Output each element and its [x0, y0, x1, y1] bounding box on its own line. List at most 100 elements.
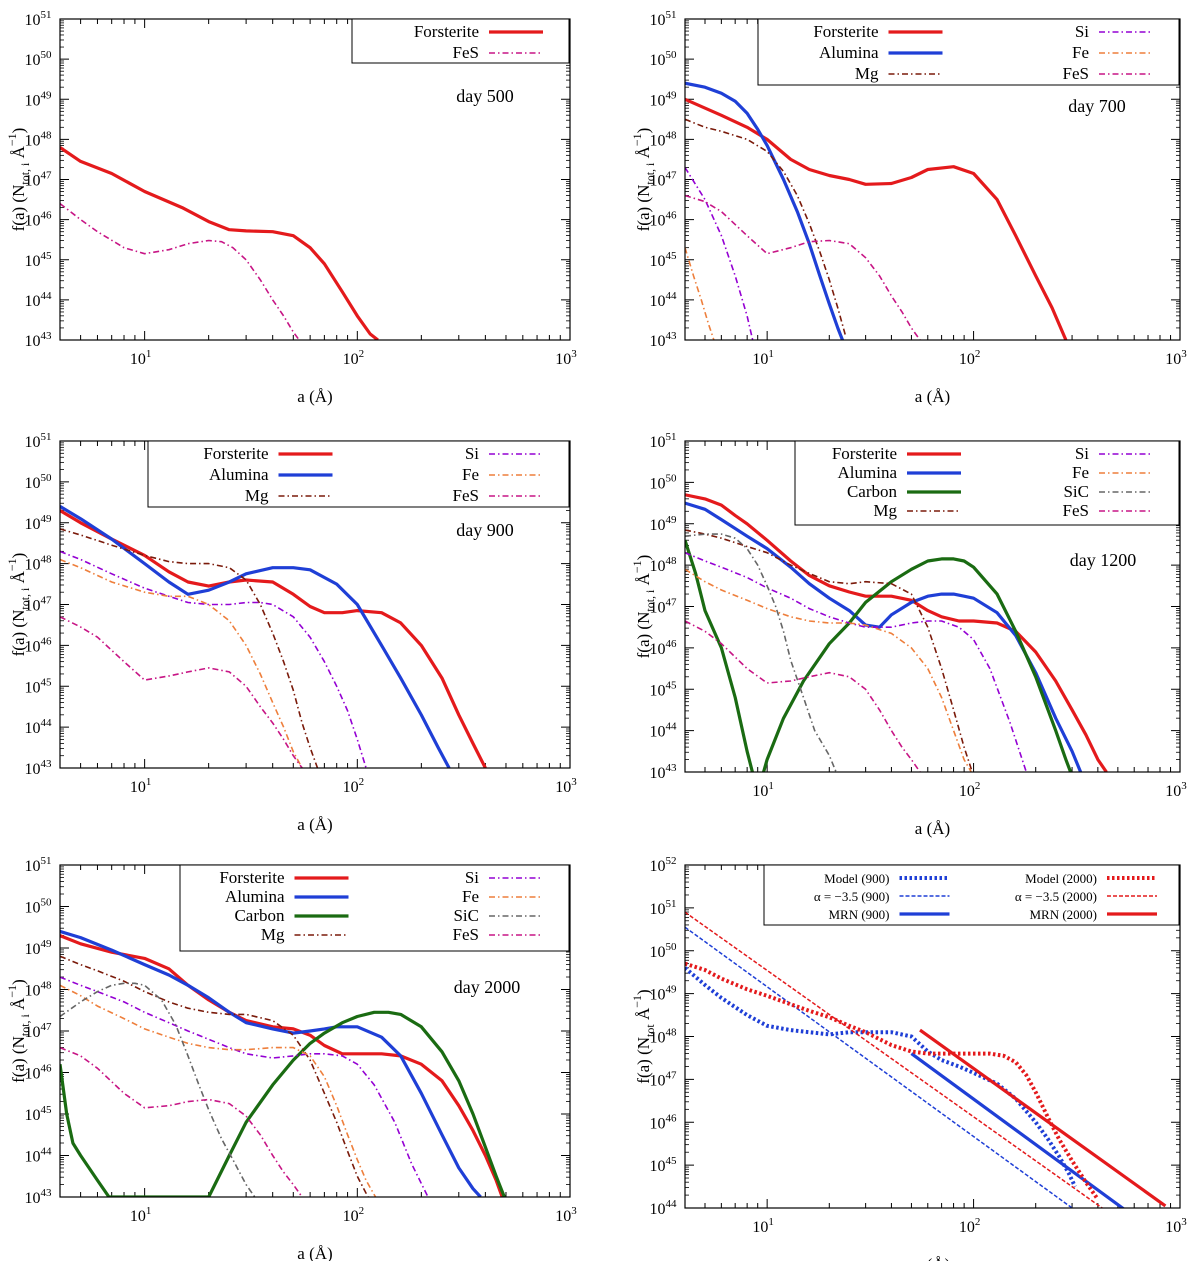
- legend-label-alpha-3-5-2000: α = −3.5 (2000): [1015, 889, 1097, 904]
- legend-label-fes: FeS: [1063, 64, 1089, 83]
- series-sic: [685, 533, 837, 772]
- y-tick-label: 1045: [25, 676, 53, 696]
- series-mrn-900: [910, 1052, 1126, 1208]
- series-fe: [685, 247, 715, 340]
- series-mrn-2000: [919, 1028, 1167, 1208]
- x-tick-label: 103: [555, 348, 577, 368]
- x-tick-label: 102: [343, 776, 365, 796]
- x-tick-label: 101: [752, 348, 774, 368]
- legend-label-mg: Mg: [261, 925, 285, 944]
- x-tick-label: 103: [1165, 1216, 1187, 1236]
- series-sic: [60, 982, 256, 1197]
- y-tick-label: 1044: [25, 1146, 53, 1166]
- y-tick-label: 1048: [650, 1027, 678, 1047]
- y-tick-label: 1048: [650, 129, 678, 149]
- series-mg: [60, 955, 369, 1197]
- y-tick-label: 1046: [650, 1112, 678, 1132]
- legend-label-alumina: Alumina: [209, 465, 269, 484]
- y-tick-label: 1050: [650, 472, 678, 492]
- series-fe: [60, 558, 303, 768]
- y-tick-label: 1044: [25, 290, 53, 310]
- y-tick-label: 1046: [650, 638, 678, 658]
- legend-label-si: Si: [1075, 22, 1089, 41]
- series-forsterite: [685, 493, 1108, 772]
- legend-label-forsterite: Forsterite: [813, 22, 878, 41]
- series-model-2000: [685, 961, 1100, 1201]
- legend-label-alumina: Alumina: [225, 887, 285, 906]
- legend-label-forsterite: Forsterite: [832, 444, 897, 463]
- series-group: [685, 911, 1167, 1208]
- series-si: [60, 976, 429, 1197]
- series-mg: [685, 118, 847, 337]
- panel-4: 101 102 103 1043 1044 1045 1046 1047 1048 1049 105…: [630, 431, 1187, 838]
- day-label: day 1200: [1070, 550, 1137, 570]
- legend-label-mg: Mg: [855, 64, 879, 83]
- y-tick-label: 1050: [25, 897, 53, 917]
- y-tick-label: 1044: [650, 721, 678, 741]
- legend-label-model-900: Model (900): [824, 871, 889, 886]
- series-fe: [60, 984, 377, 1197]
- y-tick-label: 1045: [650, 1155, 678, 1175]
- legend-box: [351, 18, 570, 64]
- legend-label-fes: FeS: [1063, 501, 1089, 520]
- plot-frame: [59, 18, 571, 341]
- legend-label-mrn-2000: MRN (2000): [1029, 907, 1097, 922]
- y-axis-label: f(a) (Ntot Å−1): [630, 989, 657, 1083]
- legend-label-si: Si: [1075, 444, 1089, 463]
- series-model-900: [685, 966, 1077, 1188]
- series-forsterite: [685, 97, 1068, 340]
- y-tick-label: 1044: [650, 1198, 678, 1218]
- y-tick-label: 1047: [25, 1021, 53, 1041]
- y-tick-label: 1043: [25, 1187, 53, 1207]
- day-label: day 700: [1068, 96, 1126, 116]
- y-tick-label: 1045: [25, 250, 53, 270]
- y-tick-label: 1046: [25, 635, 53, 655]
- x-axis-label: a (Å): [915, 819, 950, 838]
- series-group: [60, 929, 507, 1197]
- panel-5: 101 102 103 1043 1044 1045 1046 1047 1048 1049 105…: [5, 855, 577, 1261]
- legend-label-mg: Mg: [245, 486, 269, 505]
- series-forsterite: [60, 934, 504, 1197]
- y-tick-label: 1046: [25, 1063, 53, 1083]
- x-tick-label: 101: [130, 1205, 152, 1225]
- y-tick-label: 1050: [650, 49, 678, 69]
- day-label: day 900: [456, 520, 514, 540]
- x-tick-label: 102: [343, 1205, 365, 1225]
- legend-label-alumina: Alumina: [819, 43, 879, 62]
- y-tick-label: 1048: [25, 980, 53, 1000]
- legend-label-fe: Fe: [462, 465, 479, 484]
- y-tick-label: 1044: [25, 717, 53, 737]
- panel-2: 101 102 103 1043 1044 1045 1046 1047 1048 1049 105…: [630, 9, 1187, 406]
- legend-box: [179, 864, 570, 952]
- series-fes: [60, 616, 304, 768]
- legend-label-sic: SiC: [453, 906, 479, 925]
- y-tick-label: 1046: [25, 210, 53, 230]
- y-tick-label: 1052: [650, 855, 677, 875]
- y-tick-label: 1051: [25, 9, 52, 29]
- x-tick-label: 101: [130, 776, 152, 796]
- y-tick-label: 1044: [650, 290, 678, 310]
- y-tick-label: 1047: [650, 597, 678, 617]
- x-tick-label: 102: [959, 348, 981, 368]
- legend-label-carbon: Carbon: [847, 482, 898, 501]
- series-forsterite: [60, 509, 487, 768]
- legend-label-si: Si: [465, 868, 479, 887]
- series-alumina: [60, 929, 482, 1197]
- series-group: [60, 505, 487, 768]
- y-tick-label: 1049: [25, 89, 53, 109]
- panel-1: 101 102 103 1043 1044 1045 1046 1047 1048 1049 105…: [5, 9, 577, 406]
- y-tick-label: 1047: [25, 595, 53, 615]
- x-tick-label: 103: [1165, 780, 1187, 800]
- y-tick-label: 1047: [25, 170, 53, 190]
- panel-3: 101 102 103 1043 1044 1045 1046 1047 1048 1049 105…: [5, 431, 577, 834]
- y-tick-label: 1049: [650, 514, 678, 534]
- series-fe: [685, 568, 973, 772]
- x-tick-label: 103: [555, 776, 577, 796]
- y-tick-label: 1049: [25, 938, 53, 958]
- x-tick-label: 102: [959, 1216, 981, 1236]
- y-tick-label: 1046: [650, 210, 678, 230]
- series-fes: [60, 202, 301, 340]
- legend-label-fes: FeS: [453, 486, 479, 505]
- y-tick-label: 1049: [25, 513, 53, 533]
